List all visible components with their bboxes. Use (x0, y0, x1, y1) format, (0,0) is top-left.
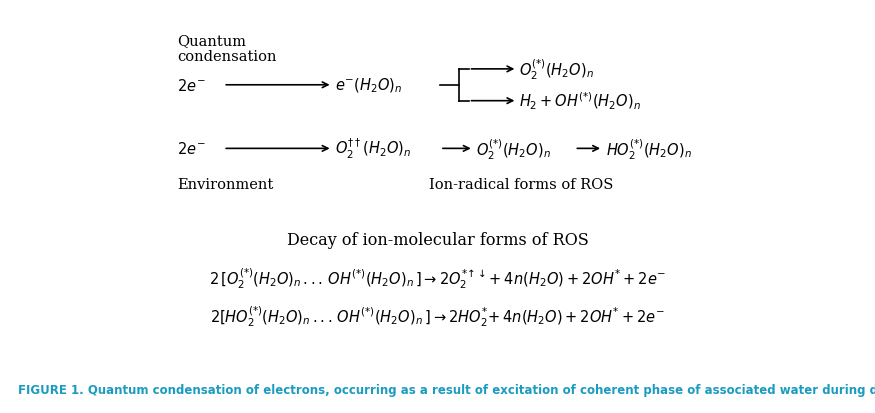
Text: Quantum: Quantum (177, 34, 246, 48)
Text: $HO_2^{(*)}(H_2O)_n$: $HO_2^{(*)}(H_2O)_n$ (606, 137, 691, 161)
Text: $2\,[O_2^{(*)}(H_2O)_n\,...\,OH^{(*)}(H_2O)_n\,]\rightarrow 2O_2^{*\!\uparrow\!\: $2\,[O_2^{(*)}(H_2O)_n\,...\,OH^{(*)}(H_… (209, 266, 666, 290)
Text: FIGURE 1. Quantum condensation of electrons, occurring as a result of excitation: FIGURE 1. Quantum condensation of electr… (18, 383, 875, 396)
Text: $O_2^{(*)}(H_2O)_n$: $O_2^{(*)}(H_2O)_n$ (519, 57, 594, 82)
Text: $O_2^{\dagger\dagger}(H_2O)_n$: $O_2^{\dagger\dagger}(H_2O)_n$ (335, 137, 411, 161)
Text: $2e^{-}$: $2e^{-}$ (177, 78, 206, 94)
Text: $2[HO_2^{(*)}(H_2O)_n\,...\,OH^{(*)}(H_2O)_n\,]\rightarrow 2HO_2^{*}\!+4n(H_2O)+: $2[HO_2^{(*)}(H_2O)_n\,...\,OH^{(*)}(H_2… (210, 303, 665, 328)
Text: $e^{-}(H_2O)_n$: $e^{-}(H_2O)_n$ (335, 76, 402, 95)
Text: Environment: Environment (177, 178, 273, 192)
Text: $H_2 + OH^{(*)}(H_2O)_n$: $H_2 + OH^{(*)}(H_2O)_n$ (519, 91, 641, 112)
Text: $2e^{-}$: $2e^{-}$ (177, 141, 206, 157)
Text: $O_2^{(*)}(H_2O)_n$: $O_2^{(*)}(H_2O)_n$ (476, 137, 551, 161)
Text: Decay of ion-molecular forms of ROS: Decay of ion-molecular forms of ROS (287, 232, 588, 249)
Text: condensation: condensation (177, 50, 276, 64)
Text: Ion-radical forms of ROS: Ion-radical forms of ROS (429, 178, 613, 192)
